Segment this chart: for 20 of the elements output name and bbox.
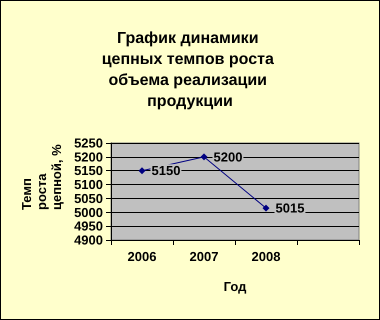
data-label: 5150 [152,163,180,178]
y-tick-label: 5000 [74,204,103,220]
y-tick-label: 5250 [74,136,103,150]
y-tick-label: 5200 [74,149,103,164]
x-axis-title: Год [224,279,248,294]
x-tick-label: 2008 [252,249,280,264]
y-tick-label: 4950 [74,218,103,234]
y-axis-title: Темп роста цепной, % [19,144,64,210]
data-label: 5015 [276,200,304,216]
y-tick-label: 5150 [74,163,103,178]
chart-title: График динамики цепных темпов роста объема реализации продукции [102,30,278,110]
x-tick-label: 2007 [190,249,218,264]
point [262,204,270,212]
point [200,153,208,160]
y-tick-label: 4900 [74,232,103,248]
y-tick-label: 5050 [74,190,103,206]
y-tick-label: 5100 [74,177,103,192]
data-label: 5200 [214,149,242,164]
point [138,167,146,174]
x-tick-label: 2006 [128,249,156,264]
